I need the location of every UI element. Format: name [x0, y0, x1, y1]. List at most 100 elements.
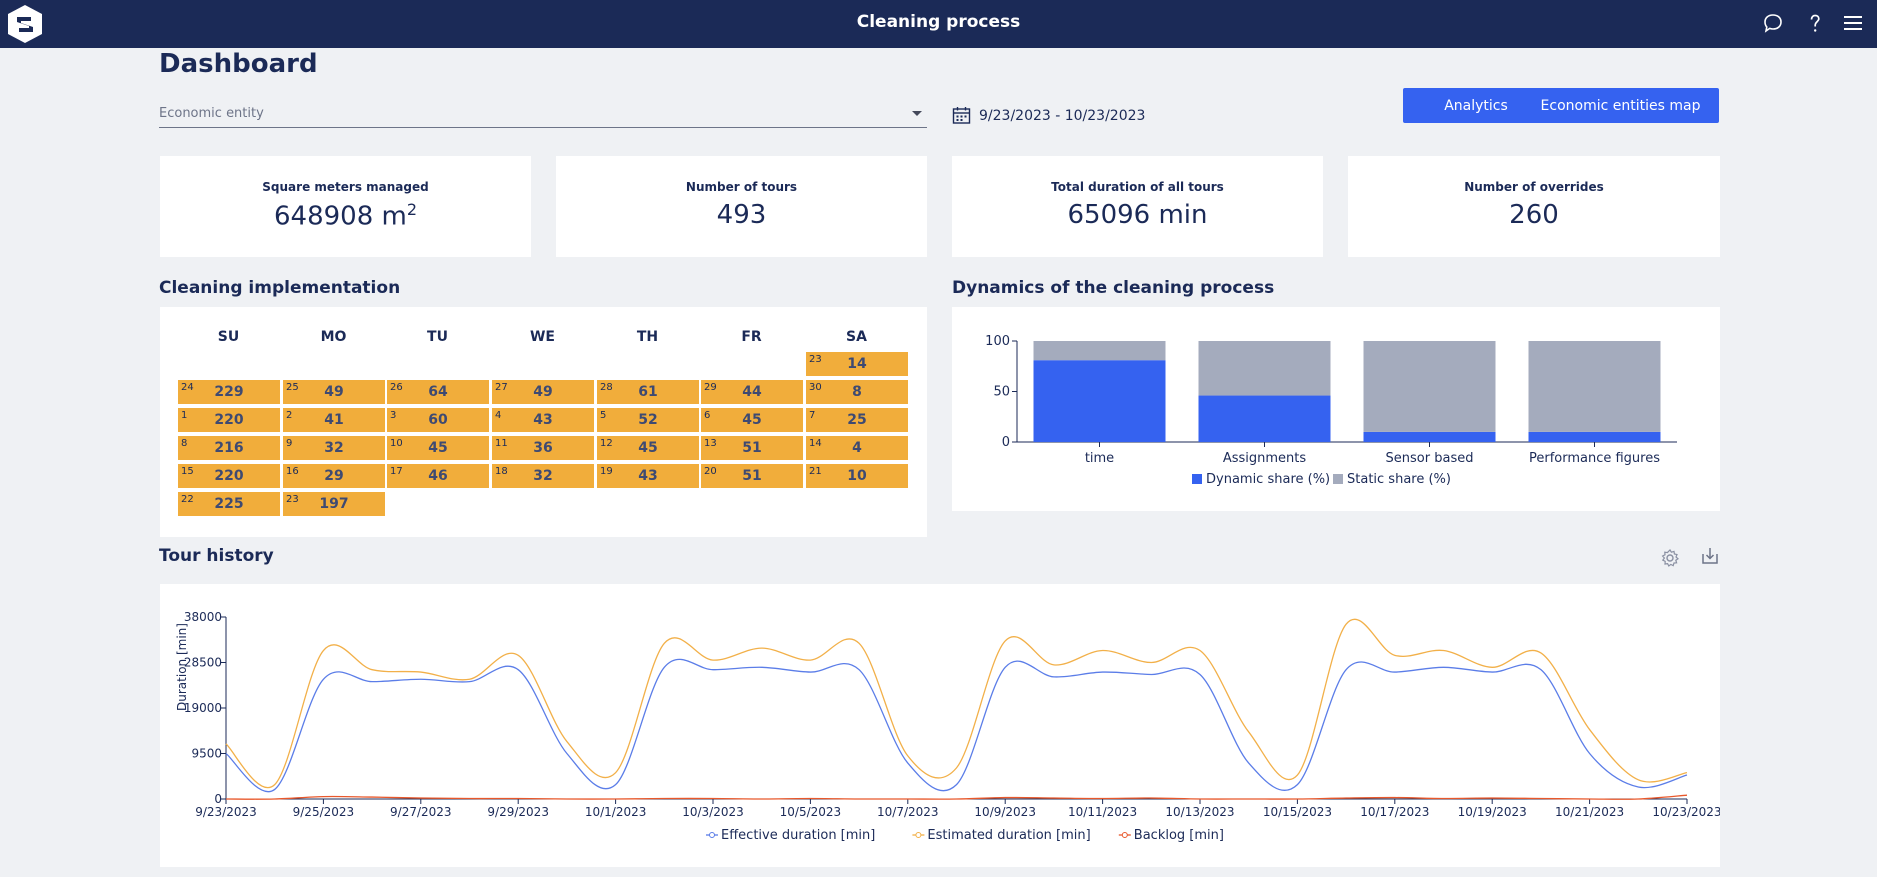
calendar-day-value: 43 [533, 412, 553, 428]
calendar-day-number: 30 [809, 382, 822, 393]
calendar-day-cell[interactable]: 2 41 [283, 408, 385, 432]
calendar-day-number: 6 [704, 410, 711, 421]
calendar-day-number: 23 [809, 354, 822, 365]
calendar-day-value: 51 [742, 440, 762, 456]
calendar-day-number: 14 [809, 438, 822, 449]
calendar-day-number: 16 [286, 466, 299, 477]
series-line [225, 794, 1688, 800]
kpi-label: Total duration of all tours [1051, 180, 1224, 194]
calendar-day-cell[interactable]: 12 45 [597, 436, 699, 460]
calendar-day-cell[interactable]: 26 64 [387, 380, 489, 404]
x-tick-label: 9/23/2023 [195, 805, 257, 819]
calendar-day-cell[interactable]: 1 220 [178, 408, 280, 432]
help-icon[interactable] [1803, 11, 1827, 35]
calendar-day-number: 3 [390, 410, 397, 421]
kpi-card-overrides: Number of overrides 260 [1348, 156, 1720, 257]
kpi-value-superscript: 2 [406, 200, 418, 219]
calendar-day-value: 8 [852, 384, 862, 400]
x-tick-label: 9/25/2023 [293, 805, 355, 819]
calendar-day-cell[interactable]: 14 4 [806, 436, 908, 460]
calendar-day-value: 44 [742, 384, 762, 400]
y-tick-label: 38000 [184, 610, 222, 624]
kpi-label: Number of tours [685, 180, 798, 194]
calendar-day-cell[interactable]: 27 49 [492, 380, 594, 404]
calendar-day-value: 52 [638, 412, 658, 428]
calendar-day-number: 26 [390, 382, 403, 393]
calendar-day-number: 2 [286, 410, 293, 421]
x-tick-label: 10/17/2023 [1360, 805, 1429, 819]
calendar-day-cell[interactable]: 16 29 [283, 464, 385, 488]
calendar-day-value: 10 [847, 468, 867, 484]
tour-history-card: 0 9500 19000 28500 38000 Duration [min] 9/23/2… [160, 584, 1722, 867]
calendar-day-cell[interactable]: 5 52 [597, 408, 699, 432]
bar-segment [1528, 341, 1661, 432]
x-tick-label: 9/27/2023 [390, 805, 452, 819]
economic-entity-placeholder: Economic entity [159, 106, 264, 121]
calendar-day-number: 28 [600, 382, 613, 393]
y-tick-label: 100 [985, 334, 1010, 349]
calendar-day-cell[interactable]: 7 25 [806, 408, 908, 432]
gear-icon[interactable] [1660, 548, 1680, 568]
calendar-day-number: 21 [809, 466, 822, 477]
calendar-day-value: 45 [428, 440, 448, 456]
calendar-day-cell[interactable]: 30 8 [806, 380, 908, 404]
chevron-down-icon[interactable] [912, 111, 922, 116]
bar-segment [1033, 360, 1166, 442]
legend-marker [709, 832, 715, 838]
date-range-value: 9/23/2023 - 10/23/2023 [979, 108, 1146, 124]
calendar-day-cell[interactable]: 18 32 [492, 464, 594, 488]
calendar-icon[interactable] [952, 106, 971, 125]
legend-label: Backlog [min] [1134, 828, 1224, 843]
calendar-day-cell[interactable]: 21 10 [806, 464, 908, 488]
calendar-day-number: 19 [600, 466, 613, 477]
y-tick-label: 28500 [184, 656, 222, 670]
kpi-card-square-meters: Square meters managed 648908 m2 [160, 156, 531, 257]
x-tick-label: Assignments [1223, 451, 1307, 466]
calendar-day-cell[interactable]: 15 220 [178, 464, 280, 488]
legend-swatch [1192, 474, 1202, 484]
calendar-day-cell[interactable]: 22 225 [178, 492, 280, 516]
kpi-value: 493 [716, 200, 767, 230]
download-icon[interactable] [1700, 546, 1720, 566]
calendar-day-cell[interactable]: 23 197 [283, 492, 385, 516]
menu-icon[interactable] [1841, 11, 1865, 35]
x-tick-label: 10/1/2023 [585, 805, 647, 819]
logo[interactable] [6, 4, 44, 44]
calendar-day-cell[interactable]: 4 43 [492, 408, 594, 432]
x-tick-label: 10/9/2023 [974, 805, 1036, 819]
x-tick-label: 10/5/2023 [780, 805, 842, 819]
calendar-day-cell[interactable]: 6 45 [701, 408, 803, 432]
calendar-day-cell[interactable]: 20 51 [701, 464, 803, 488]
calendar-day-cell[interactable]: 17 46 [387, 464, 489, 488]
calendar-day-cell[interactable]: 9 32 [283, 436, 385, 460]
dynamics-title: Dynamics of the cleaning process [952, 278, 1275, 298]
chat-icon[interactable] [1761, 11, 1785, 35]
cleaning-implementation-title: Cleaning implementation [159, 278, 401, 298]
calendar-day-cell[interactable]: 25 49 [283, 380, 385, 404]
calendar-day-cell[interactable]: 28 61 [597, 380, 699, 404]
calendar-day-cell[interactable]: 24 229 [178, 380, 280, 404]
calendar-day-cell[interactable]: 29 44 [701, 380, 803, 404]
calendar-day-value: 36 [533, 440, 553, 456]
economic-entities-map-button[interactable]: Economic entities map [1522, 88, 1719, 123]
calendar-day-value: 49 [533, 384, 553, 400]
calendar-day-cell[interactable]: 8 216 [178, 436, 280, 460]
calendar-day-cell[interactable]: 13 51 [701, 436, 803, 460]
bar-segment [1033, 341, 1166, 361]
calendar-day-number: 15 [181, 466, 194, 477]
calendar-day-cell[interactable]: 19 43 [597, 464, 699, 488]
calendar-day-value: 61 [638, 384, 658, 400]
bar-segment [1363, 341, 1496, 432]
kpi-value: 260 [1509, 200, 1559, 230]
x-tick-label: Sensor based [1386, 451, 1474, 466]
economic-entity-select[interactable]: Economic entity [159, 103, 927, 128]
calendar-day-cell[interactable]: 11 36 [492, 436, 594, 460]
app-title: Cleaning process [856, 12, 1021, 32]
calendar-day-number: 9 [286, 438, 293, 449]
calendar-day-cell[interactable]: 10 45 [387, 436, 489, 460]
calendar-day-value: 41 [324, 412, 344, 428]
calendar-day-cell[interactable]: 23 14 [806, 352, 908, 376]
x-tick-label: time [1085, 451, 1114, 466]
calendar-day-cell[interactable]: 3 60 [387, 408, 489, 432]
